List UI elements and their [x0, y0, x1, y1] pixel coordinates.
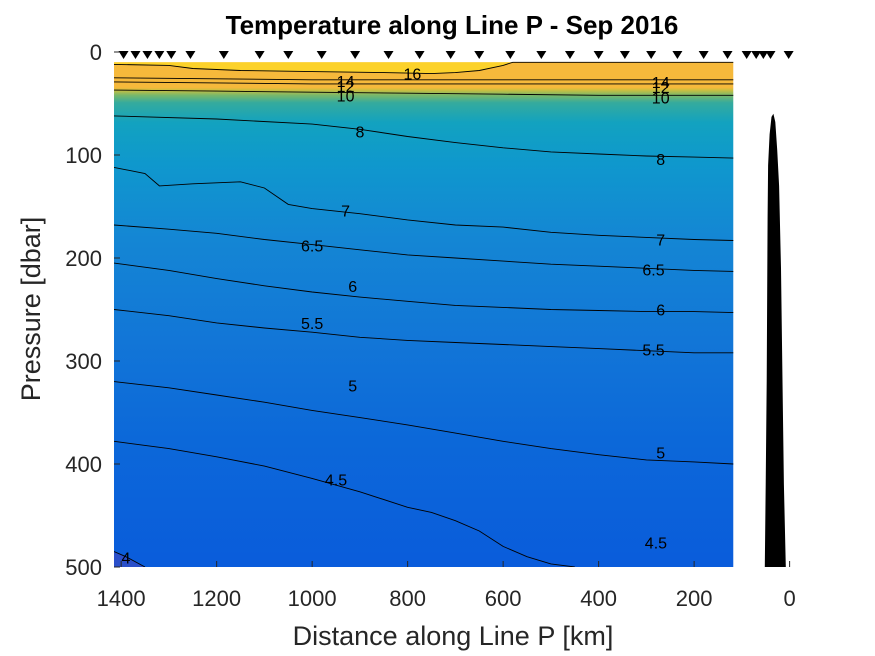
contour-label: 14: [337, 74, 355, 91]
x-tick-label: 400: [580, 586, 617, 611]
station-marker: [130, 51, 141, 59]
contour-label: 5.5: [301, 316, 323, 333]
x-tick-label: 200: [676, 586, 713, 611]
contour-label: 12: [652, 80, 670, 97]
contour-label: 16: [404, 67, 422, 84]
x-tick-label: 1200: [192, 586, 241, 611]
x-tick-label: 600: [485, 586, 522, 611]
station-marker: [142, 51, 153, 59]
contour-label: 4: [121, 551, 130, 568]
x-tick-label: 1400: [97, 586, 146, 611]
y-axis-label: Pressure [dbar]: [16, 217, 46, 402]
contour-line-10: [114, 89, 734, 96]
station-marker: [154, 51, 165, 59]
x-tick-label: 0: [783, 586, 795, 611]
station-marker: [254, 51, 265, 59]
y-tick-label: 100: [65, 143, 102, 168]
station-markers: [118, 51, 794, 59]
contour-label: 12: [337, 79, 355, 96]
temperature-field: [114, 62, 734, 567]
contour-label: 5: [348, 379, 357, 396]
contour-label: 7: [656, 232, 665, 249]
y-tick-label: 0: [90, 40, 102, 65]
station-marker: [783, 51, 794, 59]
contour-line-12: [114, 81, 734, 85]
y-tick-label: 300: [65, 349, 102, 374]
station-marker: [474, 51, 485, 59]
contour-line-8: [114, 115, 734, 159]
contour-line-5-5: [114, 309, 734, 354]
station-marker: [751, 51, 762, 59]
station-marker: [536, 51, 547, 59]
station-marker: [383, 51, 394, 59]
bathymetry-seafloor: [764, 113, 786, 567]
station-marker: [445, 51, 456, 59]
contour-label: 8: [656, 152, 665, 169]
contour-line-6: [114, 262, 734, 314]
contour-line-4: [114, 551, 146, 567]
plot-area: 1614121014121088776.56.5665.55.5554.54.5…: [114, 52, 792, 568]
contour-label: 5: [656, 446, 665, 463]
x-axis-label: Distance along Line P [km]: [293, 621, 614, 651]
station-marker: [765, 51, 776, 59]
station-marker: [722, 51, 733, 59]
contour-label: 14: [652, 75, 670, 92]
contour-line-14: [114, 77, 734, 81]
station-marker: [593, 51, 604, 59]
contour-label: 6: [656, 303, 665, 320]
contour-label: 4.5: [645, 535, 667, 552]
station-marker: [316, 51, 327, 59]
station-marker: [185, 51, 196, 59]
contour-line-5: [114, 381, 734, 465]
station-marker: [698, 51, 709, 59]
contour-line-6-5: [114, 224, 734, 272]
station-marker: [350, 51, 361, 59]
contour-label: 10: [652, 90, 670, 107]
station-marker: [283, 51, 294, 59]
contour-label: 10: [337, 88, 355, 105]
y-tick-label: 200: [65, 246, 102, 271]
contour-label: 6.5: [642, 262, 664, 279]
contour-line-16: [114, 61, 734, 75]
station-marker: [646, 51, 657, 59]
x-axis-ticks: 1400 1200 1000 800 600 400 200 0: [97, 561, 796, 611]
y-tick-label: 500: [65, 555, 102, 580]
y-axis-ticks: 0 100 200 300 400 500: [65, 40, 120, 580]
y-tick-label: 400: [65, 452, 102, 477]
x-tick-label: 1000: [288, 586, 337, 611]
contour-labels: 1614121014121088776.56.5665.55.5554.54.5…: [121, 67, 670, 568]
station-marker: [741, 51, 752, 59]
contour-label: 6: [348, 279, 357, 296]
station-marker: [118, 51, 129, 59]
station-marker: [758, 51, 769, 59]
station-marker: [619, 51, 630, 59]
station-marker: [166, 51, 177, 59]
station-marker: [218, 51, 229, 59]
station-marker: [414, 51, 425, 59]
station-marker: [672, 51, 683, 59]
contour-label: 7: [341, 204, 350, 221]
contour-label: 8: [355, 124, 364, 141]
station-marker: [505, 51, 516, 59]
contour-line-7: [114, 166, 734, 241]
contour-label: 4.5: [325, 472, 347, 489]
chart-title: Temperature along Line P - Sep 2016: [226, 10, 679, 40]
contour-label: 5.5: [642, 343, 664, 360]
contour-lines: [114, 61, 734, 567]
x-tick-label: 800: [389, 586, 426, 611]
contour-line-4-5: [114, 440, 575, 567]
contour-label: 6.5: [301, 239, 323, 256]
station-marker: [564, 51, 575, 59]
